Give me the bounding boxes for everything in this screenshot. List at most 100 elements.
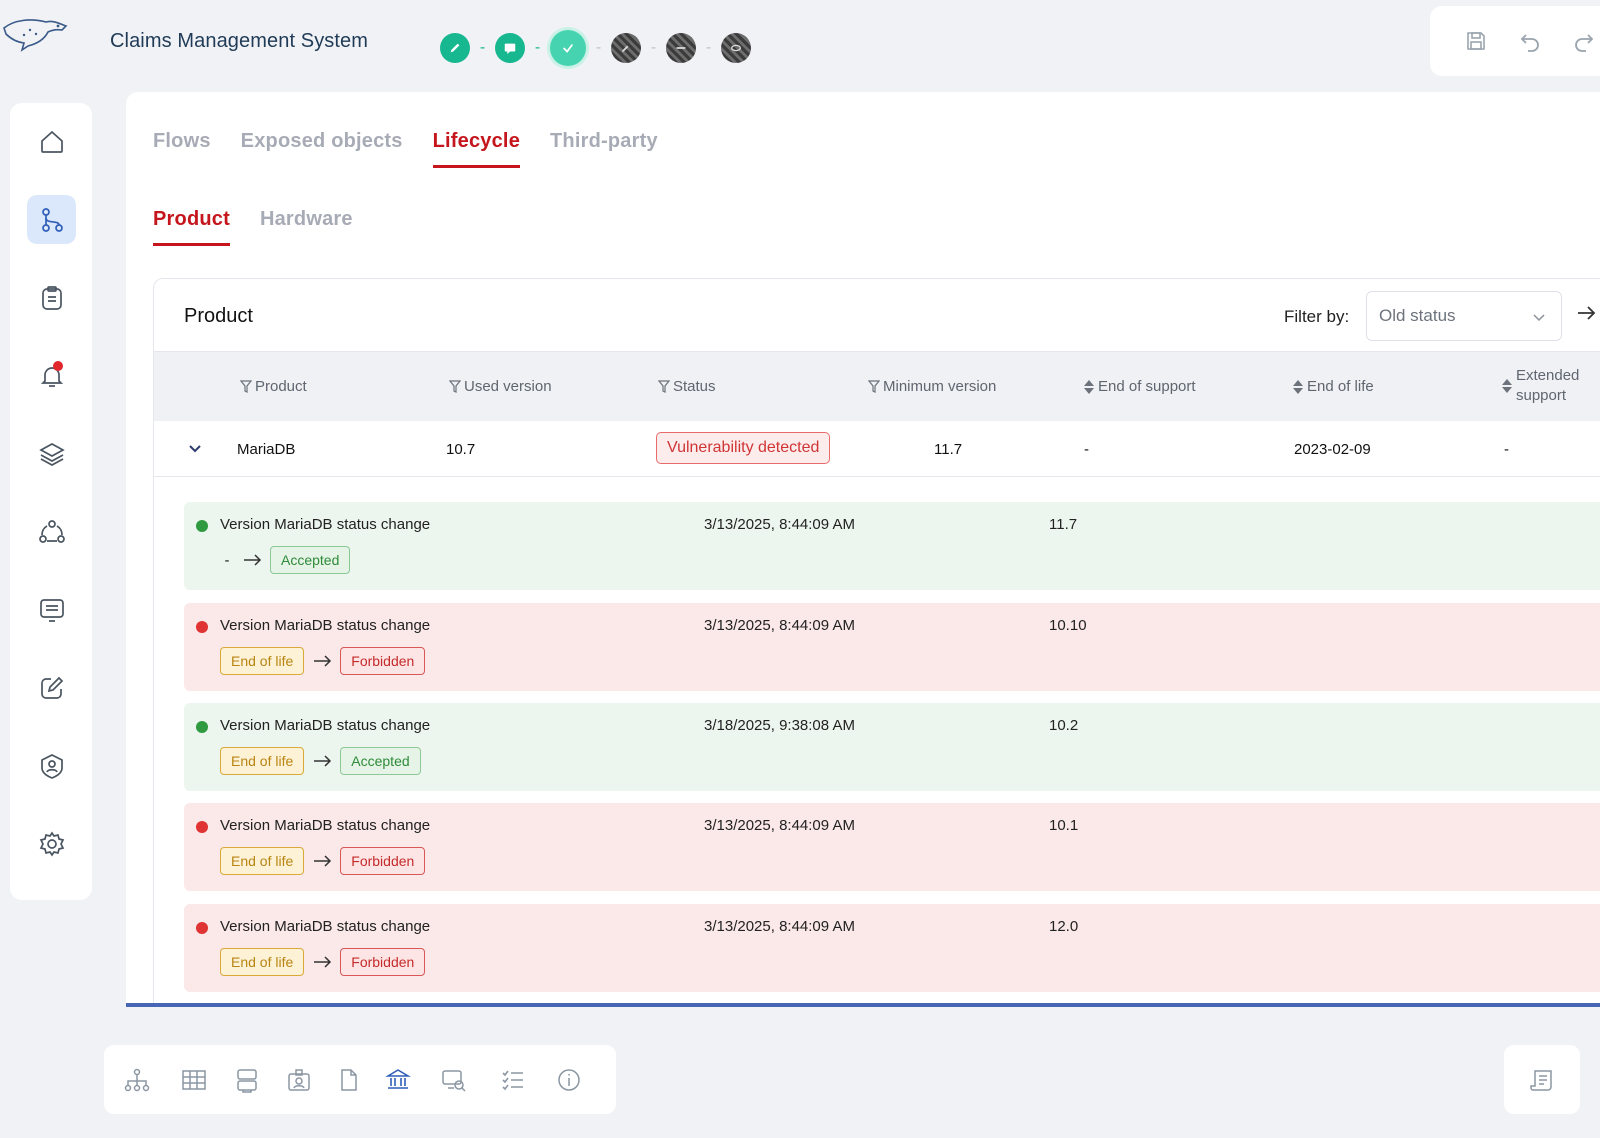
old-status: - [224,551,230,569]
history-version: 10.10 [1049,617,1087,634]
table-header: Product Used version Status Minimum vers… [154,351,1600,421]
step-view[interactable] [721,33,751,63]
bank-icon[interactable] [385,1067,411,1093]
sidebar-item-settings[interactable] [27,819,76,868]
tab-lifecycle[interactable]: Lifecycle [432,130,521,168]
card-title: Product [184,305,253,327]
history-item: Version MariaDB status change 3/18/2025,… [184,703,1600,791]
old-status-chip: End of life [220,747,305,775]
new-status-chip: Forbidden [340,847,426,875]
cell-end-of-support: - [1084,441,1089,458]
new-status-chip: Accepted [340,747,421,775]
chevron-down-icon[interactable] [186,439,204,457]
cheetah-logo [3,19,68,52]
cell-end-of-life: 2023-02-09 [1294,441,1371,458]
report-icon [1530,1069,1552,1091]
cell-product: MariaDB [237,441,296,458]
subtab-product[interactable]: Product [153,208,230,246]
history-item: Version MariaDB status change 3/13/2025,… [184,803,1600,891]
status-dot [196,821,208,833]
hierarchy-icon[interactable] [124,1067,150,1093]
column-end-of-support[interactable]: End of support [1083,378,1196,395]
sidebar-item-layers[interactable] [27,429,76,478]
clipboard-icon [41,285,62,310]
step-review[interactable] [495,33,525,63]
notification-dot [53,361,63,371]
main-tabs: Flows Exposed objects Lifecycle Third-pa… [153,130,658,168]
main-panel: Flows Exposed objects Lifecycle Third-pa… [126,92,1600,1006]
history-item: Version MariaDB status change 3/13/2025,… [184,603,1600,691]
history-title: Version MariaDB status change [220,617,431,634]
app-title: Claims Management System [110,30,369,52]
table-icon[interactable] [181,1067,207,1093]
new-status-chip: Forbidden [340,647,426,675]
step-separator: - [650,39,657,56]
sidebar-item-network[interactable] [27,507,76,556]
step-separator: - [534,39,541,56]
column-used-version[interactable]: Used version [449,378,552,395]
flow-icon [41,207,63,232]
pencil-icon [450,43,460,53]
cell-minimum-version: 11.7 [934,441,963,458]
badge-icon[interactable] [286,1067,312,1093]
tab-flows[interactable]: Flows [153,130,211,152]
old-status-chip: End of life [220,647,305,675]
sidebar-item-home[interactable] [27,117,76,166]
column-product[interactable]: Product [240,378,307,395]
sidebar-item-users[interactable] [27,741,76,790]
step-edit[interactable] [440,33,470,63]
column-status[interactable]: Status [658,378,716,395]
history-version: 10.2 [1049,717,1079,734]
status-change: - Accepted [220,546,351,574]
column-extended-support[interactable]: Extended support [1501,366,1600,406]
bottom-toolbar [104,1045,616,1114]
step-configure[interactable] [611,33,641,63]
redo-icon[interactable] [1572,29,1596,53]
history-item: Version MariaDB status change 3/13/2025,… [184,502,1600,590]
step-separator: - [595,39,602,56]
old-status-chip: End of life [220,847,305,875]
arrow-right-icon[interactable] [1574,301,1598,325]
status-change: End of life Forbidden [220,948,426,976]
tab-third-party[interactable]: Third-party [550,130,658,152]
database-icon[interactable] [234,1067,260,1093]
cell-extended-support: - [1504,441,1509,458]
save-icon[interactable] [1464,29,1488,53]
filter-icon [449,379,461,393]
filter-select[interactable]: Old status [1366,291,1562,341]
filter-icon [658,379,670,393]
tab-exposed-objects[interactable]: Exposed objects [240,130,403,152]
sort-icon [1293,379,1303,394]
eye-icon [730,44,742,52]
history-date: 3/13/2025, 8:44:09 AM [704,918,855,935]
step-validate[interactable] [550,30,586,66]
status-dot [196,922,208,934]
undo-icon[interactable] [1518,29,1542,53]
sidebar-item-notifications[interactable] [27,351,76,400]
sidebar-item-flows[interactable] [27,195,76,244]
history-title: Version MariaDB status change [220,918,431,935]
filter-label: Filter by: [1284,307,1350,326]
table-row[interactable]: MariaDB 10.7 Vulnerability detected 11.7… [154,421,1600,477]
info-icon[interactable] [556,1067,582,1093]
report-button[interactable] [1504,1045,1580,1114]
chevron-down-icon [1533,314,1545,322]
checklist-icon[interactable] [500,1067,526,1093]
subtab-hardware[interactable]: Hardware [259,208,353,230]
column-end-of-life[interactable]: End of life [1292,378,1374,395]
arrow-right-icon [314,655,332,667]
new-status-chip: Forbidden [340,948,426,976]
step-resize[interactable] [666,33,696,63]
document-icon[interactable] [336,1067,362,1093]
column-minimum-version[interactable]: Minimum version [868,378,996,395]
sidebar-item-edit[interactable] [27,663,76,712]
screen-icon [39,598,64,622]
monitor-search-icon[interactable] [441,1067,467,1093]
sidebar-item-reports[interactable] [27,273,76,322]
wrench-icon [621,45,629,53]
status-change: End of life Forbidden [220,847,426,875]
sidebar-item-screens[interactable] [27,585,76,634]
edit-icon [40,676,63,699]
settings-icon [39,830,64,857]
history-title: Version MariaDB status change [220,717,431,734]
